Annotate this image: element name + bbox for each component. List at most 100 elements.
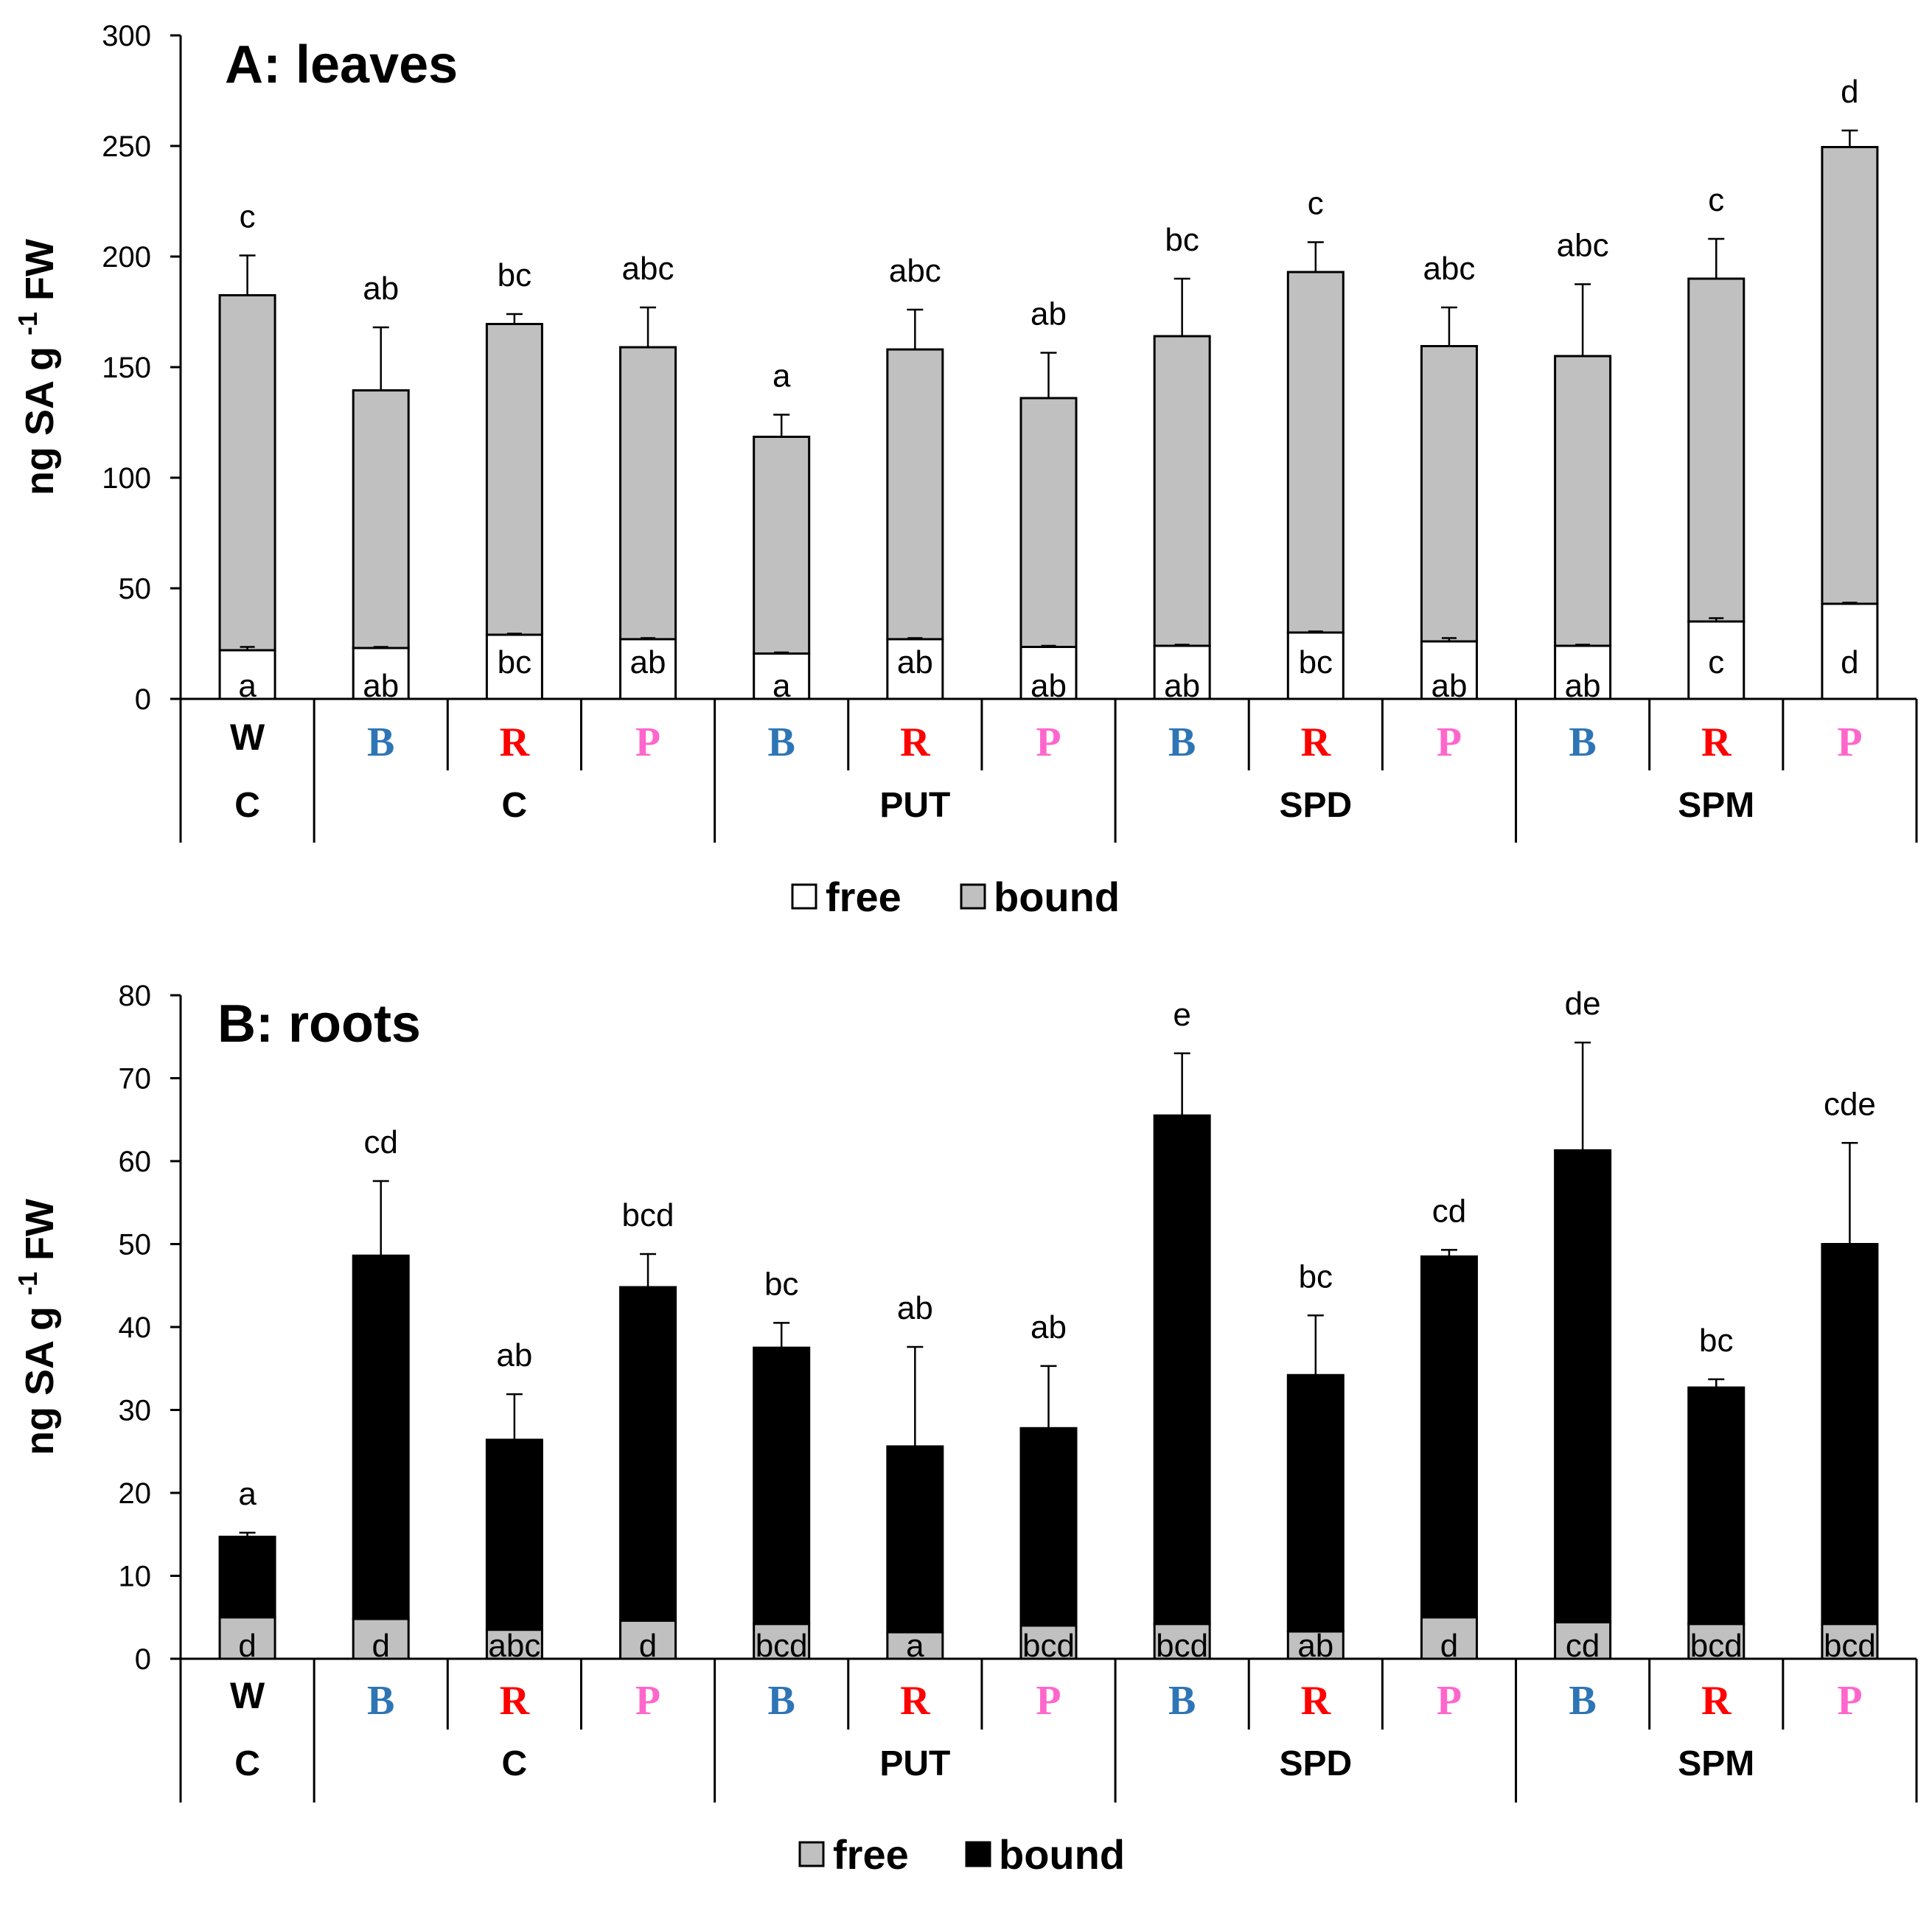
significance-label-free: ab — [1565, 668, 1601, 704]
y-tick-label: 40 — [119, 1312, 152, 1344]
group-label: C — [502, 1744, 528, 1783]
legend-label-free: free — [833, 1831, 909, 1878]
bar-bound — [1019, 1427, 1078, 1627]
group-label: C — [502, 786, 528, 825]
y-tick-label: 60 — [119, 1146, 152, 1178]
y-axis-label-unit: FW — [18, 1199, 62, 1272]
y-axis-label-superscript: -1 — [13, 1272, 43, 1295]
bar-free — [753, 1623, 811, 1660]
significance-label-free: bcd — [1022, 1628, 1075, 1664]
group-label: PUT — [879, 786, 950, 825]
significance-label-free: ab — [897, 644, 933, 680]
significance-label-bound: c — [240, 199, 256, 235]
significance-label-bound: ab — [496, 1337, 532, 1373]
significance-label-free: bc — [1299, 644, 1333, 680]
bar-free — [1019, 1624, 1078, 1660]
significance-label-free: d — [639, 1628, 657, 1664]
y-axis-label-superscript: -1 — [13, 312, 43, 335]
legend-swatch-free — [798, 1841, 825, 1867]
bar-bound — [485, 323, 543, 636]
legend-swatch-bound — [965, 1841, 991, 1867]
significance-label-bound: ab — [1030, 1309, 1067, 1345]
category-label-r: R — [500, 1678, 530, 1724]
legend-swatch-free — [791, 883, 817, 910]
significance-label-bound: c — [1708, 182, 1724, 218]
category-label-r: R — [1701, 1678, 1732, 1724]
category-label-b: B — [1569, 720, 1596, 765]
category-label-b: B — [1569, 1678, 1596, 1724]
significance-label-free: cd — [1566, 1628, 1600, 1664]
significance-label-free: ab — [1164, 668, 1200, 704]
y-tick-label: 50 — [119, 573, 152, 605]
chart-title: B: roots — [217, 995, 421, 1054]
significance-label-free: ab — [1030, 668, 1067, 704]
category-label-p: P — [635, 720, 660, 765]
category-label-r: R — [1301, 1678, 1331, 1724]
group-label: SPM — [1678, 786, 1754, 825]
y-tick-label: 150 — [102, 352, 151, 384]
bar-bound — [886, 1445, 944, 1634]
bar-free — [1420, 640, 1478, 700]
significance-label-bound: bc — [498, 257, 531, 293]
significance-label-bound: de — [1565, 986, 1601, 1022]
group-label: SPD — [1279, 786, 1352, 825]
significance-label-free: bcd — [1824, 1628, 1876, 1664]
y-tick-label: 200 — [102, 241, 151, 274]
category-label-p: P — [1837, 1678, 1862, 1724]
significance-label-free: d — [1841, 644, 1858, 680]
bar-bound — [1153, 335, 1211, 647]
bar-bound — [619, 346, 677, 641]
significance-label-bound: ab — [363, 271, 399, 307]
bar-bound — [352, 389, 410, 649]
significance-label-bound: bc — [764, 1266, 798, 1302]
category-label-p: P — [1036, 1678, 1061, 1724]
bar-free — [1286, 631, 1345, 700]
bar-free — [1153, 1623, 1211, 1660]
category-label-r: R — [900, 720, 930, 765]
bar-free — [352, 647, 410, 700]
significance-label-free: ab — [630, 644, 666, 680]
y-axis-label-text: ng SA g — [18, 1295, 62, 1455]
significance-label-bound: bc — [1299, 1258, 1333, 1295]
bar-bound — [1420, 345, 1478, 643]
significance-label-bound: abc — [622, 251, 674, 287]
y-tick-label: 10 — [119, 1561, 152, 1593]
y-tick-label: 70 — [119, 1063, 152, 1096]
category-label-r: R — [1301, 720, 1331, 765]
bar-free — [218, 649, 276, 700]
bar-bound — [1554, 1149, 1612, 1623]
significance-label-bound: abc — [1423, 251, 1475, 287]
bar-bound — [1554, 355, 1612, 647]
category-label-r: R — [500, 720, 530, 765]
bar-free — [886, 1631, 944, 1660]
significance-label-free: abc — [488, 1628, 540, 1664]
significance-label-bound: cd — [1432, 1193, 1466, 1229]
significance-label-bound: a — [773, 358, 791, 394]
bar-bound — [1019, 397, 1078, 648]
bar-bound — [1286, 271, 1345, 634]
significance-label-free: bc — [498, 644, 531, 680]
y-axis-label: ng SA g -1 FW — [13, 239, 62, 495]
bar-free — [886, 638, 944, 700]
y-tick-label: 250 — [102, 130, 151, 163]
significance-label-free: d — [372, 1628, 389, 1664]
bar-bound — [1821, 1243, 1879, 1626]
bar-free — [1554, 644, 1612, 700]
significance-label-bound: bc — [1699, 1323, 1733, 1359]
significance-label-bound: abc — [889, 253, 941, 289]
category-label-p: P — [1837, 720, 1862, 765]
bar-free — [485, 633, 543, 700]
category-label-b: B — [1168, 720, 1196, 765]
category-label-b: B — [768, 720, 795, 765]
y-tick-label: 30 — [119, 1395, 152, 1427]
category-label-b: B — [768, 1678, 795, 1724]
category-label-p: P — [1437, 1678, 1462, 1724]
bar-bound — [1687, 1386, 1746, 1626]
y-tick-label: 50 — [119, 1229, 152, 1261]
significance-label-free: ab — [363, 668, 399, 704]
legend-label-bound: bound — [999, 1831, 1125, 1878]
bar-free — [1420, 1616, 1478, 1660]
category-label-r: R — [900, 1678, 930, 1724]
significance-label-bound: ab — [897, 1290, 933, 1326]
